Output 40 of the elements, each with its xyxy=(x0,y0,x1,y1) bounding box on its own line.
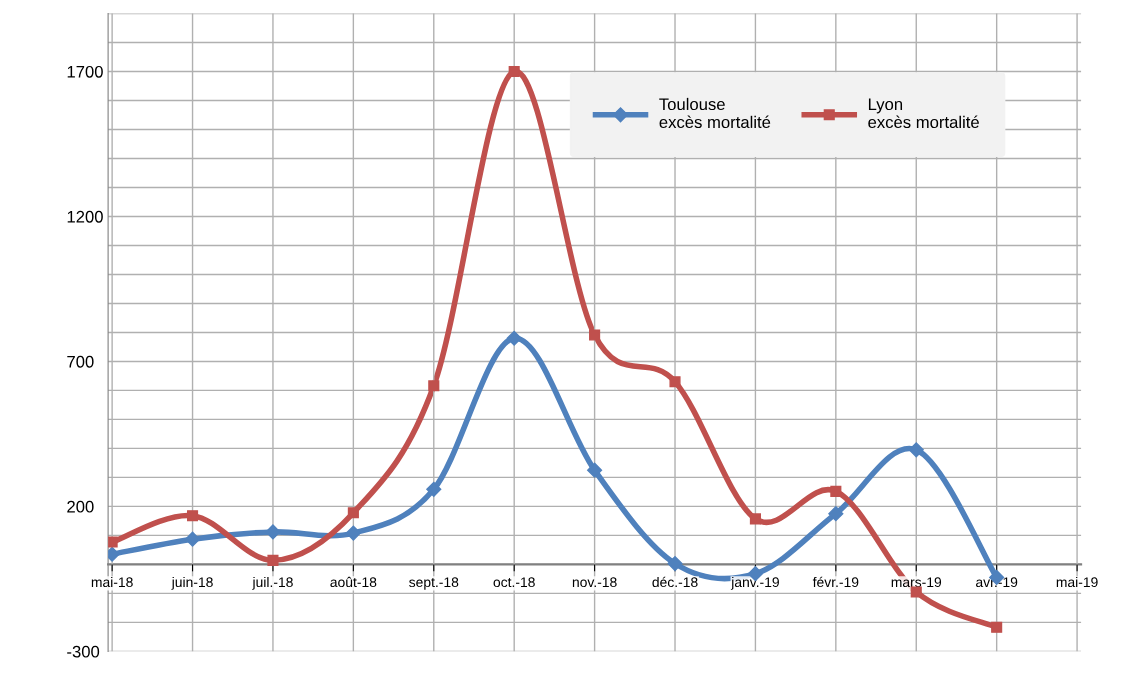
point xyxy=(910,586,922,598)
point xyxy=(508,65,520,78)
point xyxy=(830,485,842,497)
point xyxy=(428,380,440,392)
point xyxy=(667,555,683,572)
y-tick-label: 700 xyxy=(67,355,94,368)
point xyxy=(108,536,118,548)
y-tick-label: 1700 xyxy=(67,65,103,78)
point xyxy=(589,329,601,341)
point xyxy=(587,462,603,478)
y-tick-label: 200 xyxy=(67,500,94,513)
x-tick-label: juin-18 xyxy=(171,576,213,590)
point xyxy=(347,507,359,519)
point xyxy=(186,510,199,522)
point xyxy=(345,525,361,541)
y-tick-label: -300 xyxy=(67,645,100,658)
point xyxy=(506,330,522,346)
point xyxy=(991,621,1003,633)
x-tick-label: août-18 xyxy=(330,576,377,588)
x-tick-label: mars-19 xyxy=(891,577,942,588)
point xyxy=(267,554,279,566)
point xyxy=(184,531,201,547)
x-tick-label: sept.-18 xyxy=(409,577,459,590)
point xyxy=(265,524,281,540)
x-tick-label: févr.-19 xyxy=(812,576,859,588)
x-tick-label: mai-18 xyxy=(91,576,133,588)
point xyxy=(749,513,761,525)
x-tick-label: mai-19 xyxy=(1056,576,1098,588)
y-tick-label: 1200 xyxy=(67,210,103,223)
x-tick-label: oct.-18 xyxy=(493,577,535,588)
x-tick-label: janv.-19 xyxy=(730,576,779,590)
point xyxy=(669,376,681,388)
x-tick-label: déc.-18 xyxy=(652,576,698,588)
x-tick-label: nov.-18 xyxy=(572,577,617,588)
legend-label: Lyon excès mortalité xyxy=(868,98,979,129)
point xyxy=(426,481,442,497)
point xyxy=(908,442,924,458)
legend-label: Toulouse excès mortalité xyxy=(659,97,771,129)
point xyxy=(828,506,844,522)
x-tick-label: juil.-18 xyxy=(252,576,293,590)
